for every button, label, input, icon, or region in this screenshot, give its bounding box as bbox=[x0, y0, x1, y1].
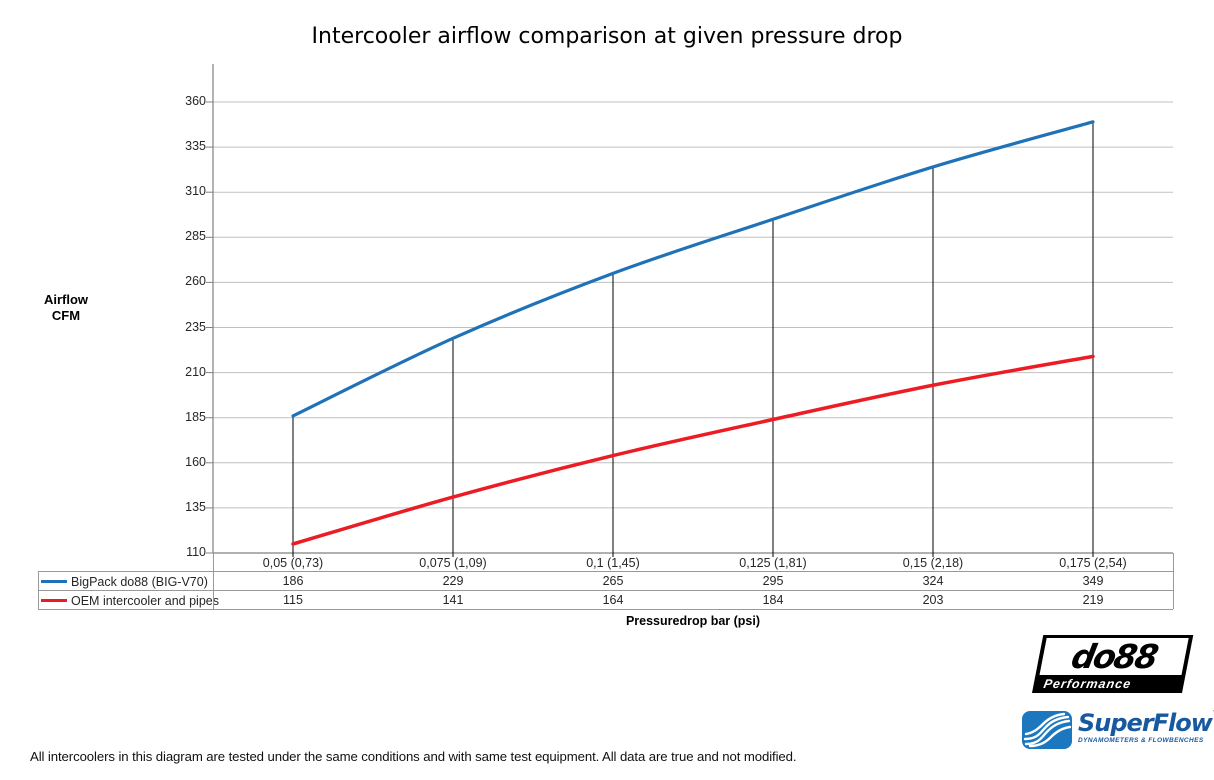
table-value-cell: 265 bbox=[602, 574, 624, 588]
table-value-cell: 324 bbox=[922, 574, 944, 588]
x-category-label: 0,175 (2,54) bbox=[1059, 556, 1127, 570]
table-value-cell: 115 bbox=[283, 593, 303, 607]
legend-row: BigPack do88 (BIG-V70) bbox=[39, 572, 213, 591]
table-value-cell: 186 bbox=[282, 574, 304, 588]
x-axis-title: Pressuredrop bar (psi) bbox=[625, 614, 761, 628]
table-border-right bbox=[1173, 553, 1174, 609]
do88-logo: do88 Performance bbox=[1032, 635, 1194, 693]
y-tick-label: 160 bbox=[185, 454, 206, 469]
y-tick-label: 210 bbox=[185, 364, 206, 379]
y-tick-label: 335 bbox=[185, 139, 206, 154]
table-border-mid bbox=[38, 590, 1173, 591]
superflow-tagline: DYNAMOMETERS & FLOWBENCHES bbox=[1078, 737, 1204, 744]
table-border-left bbox=[38, 571, 39, 609]
table-value-cell: 141 bbox=[442, 593, 464, 607]
y-tick-label: 185 bbox=[185, 409, 206, 424]
do88-tagline: Performance bbox=[1042, 677, 1133, 691]
legend-line-swatch bbox=[41, 599, 67, 602]
table-border-top bbox=[38, 571, 1173, 572]
series-line-1 bbox=[291, 354, 1095, 546]
table-value-cell: 295 bbox=[762, 574, 784, 588]
y-tick-label: 310 bbox=[185, 184, 206, 199]
legend-series-label: BigPack do88 (BIG-V70) bbox=[71, 574, 208, 589]
y-axis-title-line1: Airflow bbox=[43, 292, 89, 307]
legend-row: OEM intercooler and pipes bbox=[39, 591, 219, 610]
x-category-label: 0,15 (2,18) bbox=[902, 556, 964, 570]
x-category-label: 0,125 (1,81) bbox=[739, 556, 807, 570]
table-value-cell: 229 bbox=[442, 574, 464, 588]
y-tick-label: 260 bbox=[185, 274, 206, 289]
y-tick-label: 360 bbox=[185, 94, 206, 108]
table-value-cell: 219 bbox=[1082, 593, 1104, 607]
x-category-label: 0,1 (1,45) bbox=[586, 556, 640, 570]
table-value-cell: 184 bbox=[762, 593, 784, 607]
legend-line-swatch bbox=[41, 580, 67, 583]
superflow-brand-text: SuperFlow™ bbox=[1078, 709, 1214, 737]
x-category-label: 0,075 (1,09) bbox=[419, 556, 487, 570]
x-category-label: 0,05 (0,73) bbox=[262, 556, 324, 570]
y-tick-label: 135 bbox=[185, 499, 206, 514]
table-border-legend-divider bbox=[213, 553, 214, 609]
y-tick-label: 285 bbox=[185, 229, 206, 244]
chart-title: Intercooler airflow comparison at given … bbox=[311, 24, 903, 49]
table-value-cell: 203 bbox=[922, 593, 944, 607]
superflow-logo-icon bbox=[1022, 711, 1072, 749]
table-border-bottom bbox=[38, 609, 1173, 610]
table-value-cell: 349 bbox=[1082, 574, 1104, 588]
y-axis-title: Airflow CFM bbox=[30, 292, 102, 324]
superflow-wave-icon bbox=[1023, 712, 1072, 748]
footer-note: All intercoolers in this diagram are tes… bbox=[30, 749, 797, 764]
table-value-cell: 164 bbox=[602, 593, 624, 607]
y-axis-title-line2: CFM bbox=[51, 308, 81, 323]
legend-series-label: OEM intercooler and pipes bbox=[71, 593, 219, 608]
superflow-brand-label: SuperFlow bbox=[1078, 709, 1213, 737]
superflow-trademark: ™ bbox=[1212, 709, 1214, 718]
do88-logo-panel: do88 bbox=[1039, 637, 1189, 676]
do88-brand-text: do88 bbox=[1068, 637, 1160, 676]
y-tick-label: 110 bbox=[186, 545, 206, 559]
series-line-0 bbox=[291, 120, 1095, 418]
y-tick-label: 235 bbox=[185, 319, 206, 334]
